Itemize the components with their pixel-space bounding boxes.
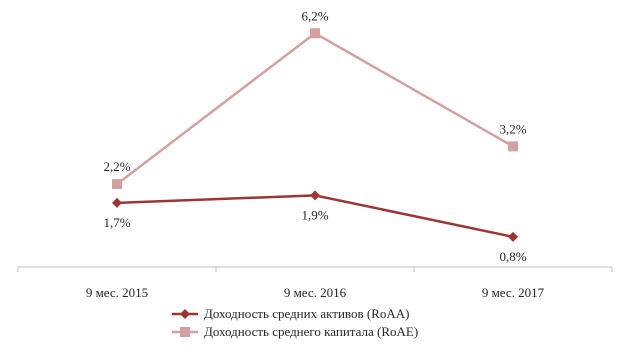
legend-label: Доходность среднего капитала (RoAE) bbox=[204, 324, 418, 339]
data-point-roae bbox=[508, 141, 518, 152]
x-tick-label: 9 мес. 2015 bbox=[86, 285, 148, 300]
data-label-roae: 6,2% bbox=[301, 8, 328, 23]
x-tick-label: 9 мес. 2016 bbox=[284, 285, 347, 300]
data-label-roaa: 0,8% bbox=[499, 249, 526, 264]
legend-marker bbox=[180, 327, 190, 337]
data-label-roaa: 1,7% bbox=[103, 215, 130, 230]
data-point-roaa bbox=[508, 231, 518, 242]
data-label-roae: 2,2% bbox=[103, 159, 130, 174]
data-point-roaa bbox=[112, 197, 122, 208]
series-line-roae bbox=[116, 31, 514, 186]
data-label-roaa: 1,9% bbox=[301, 207, 328, 222]
legend-label: Доходность средних активов (RoAA) bbox=[204, 306, 409, 321]
data-point-roae bbox=[112, 179, 122, 190]
data-label-roae: 3,2% bbox=[499, 121, 526, 136]
data-point-roaa bbox=[310, 190, 320, 201]
legend-marker bbox=[180, 309, 190, 319]
x-tick-label: 9 мес. 2017 bbox=[482, 285, 545, 300]
data-point-roae bbox=[310, 28, 320, 39]
